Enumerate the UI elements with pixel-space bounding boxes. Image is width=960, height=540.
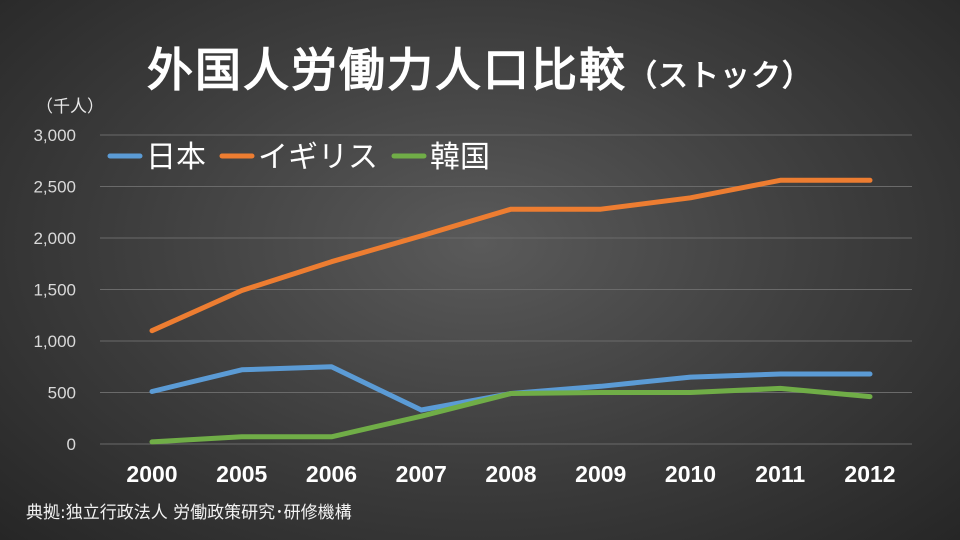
y-tick-label: 2,000: [33, 229, 76, 248]
unit-label: （千人）: [36, 97, 104, 117]
y-tick-label: 2,500: [33, 178, 76, 197]
gridlines: [100, 134, 912, 445]
x-tick-label: 2008: [485, 461, 536, 487]
series-line: [149, 385, 873, 445]
x-tick-label: 2006: [306, 461, 357, 487]
source-note: 典拠:独立行政法人 労働政策研究･研修機構: [26, 503, 352, 523]
series-line: [149, 177, 873, 334]
y-tick-label: 1,000: [33, 332, 76, 351]
legend-label: 日本: [146, 140, 206, 175]
title-main: 外国人労働力人口比較: [147, 43, 627, 97]
x-tick-label: 2009: [575, 461, 626, 487]
y-axis-ticks: 0 500 1,000 1,500 2,000 2,500 3,000: [33, 126, 76, 454]
x-tick-label: 2012: [844, 461, 895, 487]
x-tick-label: 2005: [216, 461, 267, 487]
title-suffix: （ストック）: [627, 59, 813, 94]
legend: 日本 イギリス 韓国: [107, 140, 490, 175]
x-axis-ticks: 2000 2005 2006 2007 2008 2009 2010 2011 2012: [126, 461, 895, 487]
legend-label: イギリス: [258, 140, 378, 175]
x-tick-label: 2007: [396, 461, 447, 487]
y-tick-label: 1,500: [33, 281, 76, 300]
x-tick-label: 2010: [665, 461, 716, 487]
legend-label: 韓国: [430, 140, 490, 175]
y-tick-label: 500: [48, 384, 76, 403]
chart-title: 外国人労働力人口比較（ストック）: [0, 34, 960, 100]
series-lines: [149, 177, 873, 445]
x-tick-label: 2011: [755, 461, 805, 487]
y-tick-label: 3,000: [33, 126, 76, 145]
y-tick-label: 0: [67, 435, 76, 454]
x-tick-label: 2000: [126, 461, 177, 487]
